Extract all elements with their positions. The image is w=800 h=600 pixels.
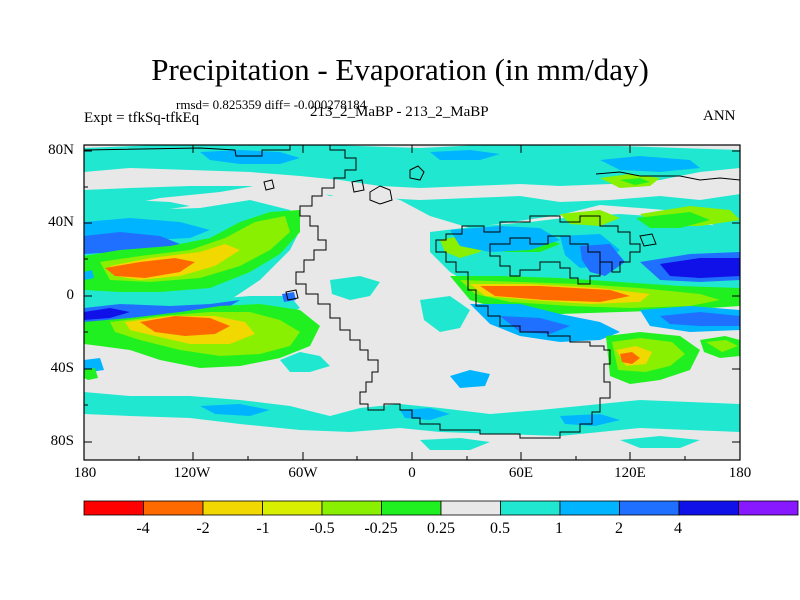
colorbar-swatch (619, 500, 680, 516)
lon-label-180w: 180 (73, 465, 97, 481)
continent-outline (351, 179, 365, 193)
lon-ticks (83, 145, 741, 460)
continent-outline (595, 171, 740, 181)
season-label: ANN (703, 108, 736, 124)
field-region (330, 276, 380, 300)
lat-label-40s: 40S (50, 360, 74, 376)
field-region (280, 352, 330, 372)
continent-outline (409, 165, 425, 181)
colorbar-label: -0.5 (309, 520, 335, 537)
lon-label-120e: 120E (614, 465, 646, 481)
colorbar-label: -1 (256, 520, 270, 537)
continent-outline (84, 145, 641, 439)
colorbar-swatch (202, 500, 263, 516)
continent-outline (263, 179, 275, 191)
lat-ticks (84, 150, 740, 443)
field-region (636, 212, 710, 228)
lon-label-60e: 60E (508, 465, 534, 481)
field-region (84, 308, 130, 320)
colorbar-swatch (381, 500, 442, 516)
field-region (84, 200, 190, 214)
continent-outline (639, 233, 657, 247)
field-region (105, 258, 195, 278)
experiment-label: Expt = tfkSq-tfkEq (84, 110, 200, 126)
field-region (620, 352, 640, 364)
field-region (430, 150, 500, 160)
colorbar-swatch (559, 500, 620, 516)
field-region (84, 270, 94, 280)
lat-label-80n: 80N (48, 142, 74, 158)
field-region (84, 300, 240, 324)
colorbar-label: 0.25 (427, 520, 455, 537)
lon-label-120w: 120W (173, 465, 211, 481)
colorbar-label: -0.25 (364, 520, 398, 537)
field-region (420, 296, 470, 332)
lat-label-40n: 40N (48, 214, 74, 230)
field-region (480, 286, 630, 302)
colorbar-label: 1 (555, 520, 563, 537)
field-region (600, 156, 700, 172)
colorbar-swatch (143, 500, 204, 516)
field-region (200, 150, 300, 164)
colorbar-swatch (738, 500, 799, 516)
field-region (620, 436, 700, 448)
continent-outline (285, 289, 299, 301)
field-region (84, 368, 98, 380)
colorbar-swatch (678, 500, 739, 516)
case-label: 213_2_MaBP - 213_2_MaBP (310, 104, 489, 120)
map-field (84, 145, 740, 460)
field-region (660, 312, 740, 326)
continent-outline (369, 185, 393, 205)
field-region (450, 370, 490, 388)
field-region (500, 316, 570, 334)
colorbar-label: -4 (136, 520, 150, 537)
lat-label-80s: 80S (50, 433, 74, 449)
lat-label-eq: 0 (66, 287, 75, 303)
stats-label: rmsd= 0.825359 diff= -0.000278184 (176, 97, 367, 112)
field-region (84, 168, 740, 202)
field-region (660, 258, 740, 278)
colorbar-label: 2 (615, 520, 623, 537)
lon-label-180e: 180 (728, 465, 752, 481)
colorbar-swatch (500, 500, 561, 516)
page-title: Precipitation - Evaporation (in mm/day) (151, 52, 649, 87)
field-region (200, 404, 270, 416)
field-region (420, 438, 490, 450)
colorbar-swatch (262, 500, 323, 516)
colorbar (83, 500, 799, 516)
colorbar-swatch (440, 500, 501, 516)
lon-label-60w: 60W (288, 465, 318, 481)
colorbar-swatch (83, 500, 144, 516)
lon-label-0: 0 (408, 465, 416, 481)
field-region (140, 316, 230, 336)
field-region (560, 414, 620, 426)
colorbar-label: 0.5 (490, 520, 510, 537)
colorbar-swatch (321, 500, 382, 516)
field-region (620, 178, 650, 185)
colorbar-label: 4 (674, 520, 682, 537)
field-region (706, 340, 738, 352)
colorbar-label: -2 (196, 520, 210, 537)
field-region (450, 226, 560, 252)
